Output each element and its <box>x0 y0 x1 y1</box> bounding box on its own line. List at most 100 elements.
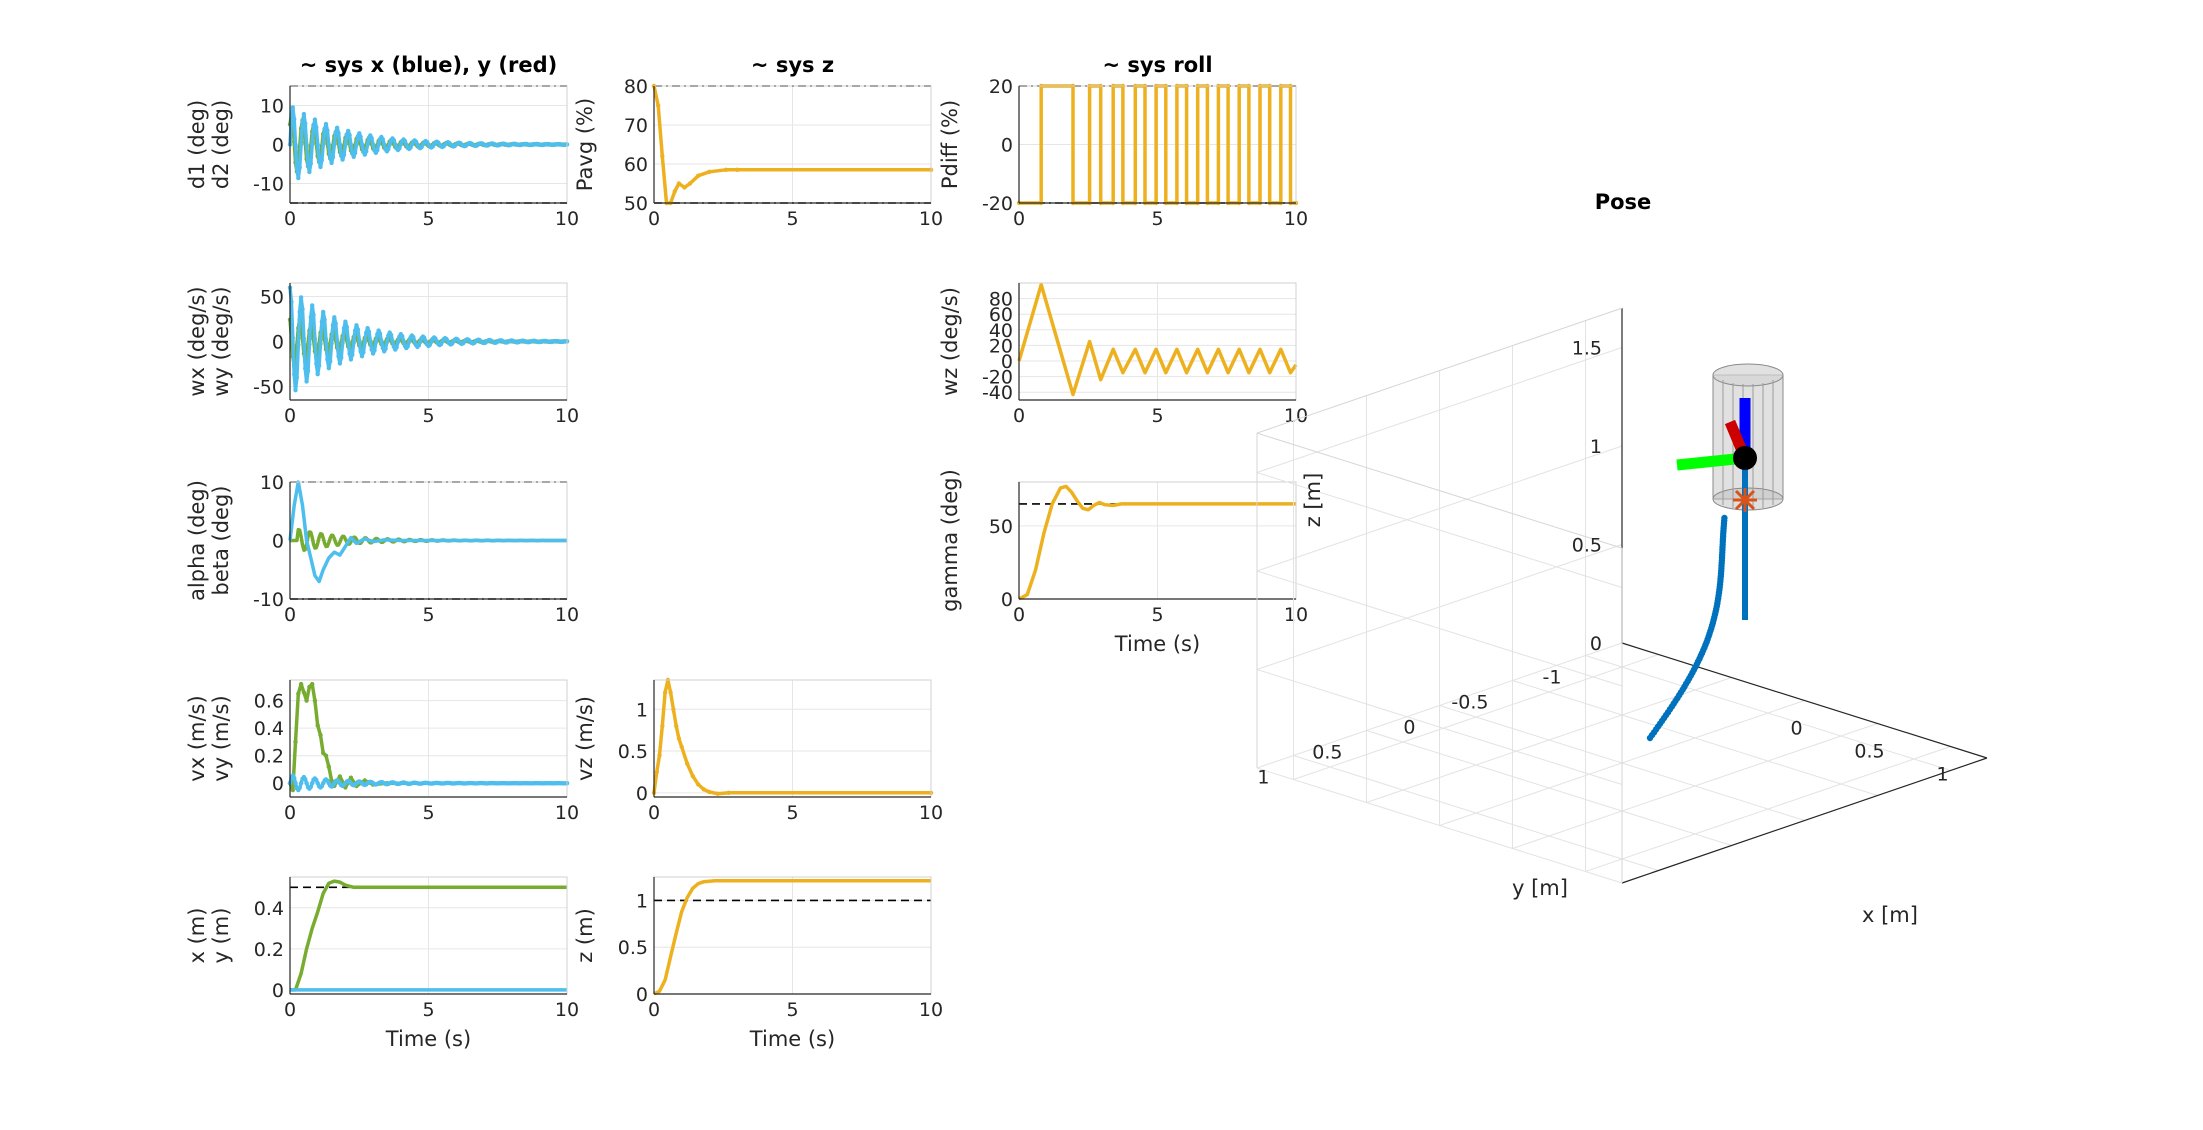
subplot-title: ~ sys roll <box>1102 53 1212 77</box>
y-tick-label: 80 <box>624 76 648 98</box>
y-tick-label: -10 <box>253 589 284 611</box>
y-axis-label: vx (m/s) <box>185 695 209 781</box>
y-tick-label: 0.5 <box>618 741 648 763</box>
data-point <box>380 137 385 142</box>
y-tick-label: -50 <box>253 377 284 399</box>
data-point <box>298 142 304 147</box>
data-point <box>368 338 373 343</box>
y-axis-label: Pavg (%) <box>573 98 597 191</box>
series-line-0 <box>1017 282 1298 397</box>
data-point <box>294 375 300 380</box>
data-point <box>662 690 668 695</box>
data-point <box>657 753 662 758</box>
x-tick-label: 0 <box>284 208 296 230</box>
data-point <box>685 761 690 766</box>
data-point <box>298 681 304 687</box>
data-point <box>715 791 720 796</box>
data-point <box>376 142 381 147</box>
data-point <box>301 336 307 341</box>
data-point <box>343 319 348 324</box>
data-point <box>405 344 410 349</box>
series-line-0 <box>653 878 931 996</box>
data-point <box>304 379 309 384</box>
series-line-0 <box>1018 484 1296 601</box>
x-tick-label: 5 <box>1151 405 1163 427</box>
x-axis-label: Time (s) <box>385 1027 471 1051</box>
subplot-vxy: 0 5 10 0 0.2 0.4 0.6 vx (m/s) vy (m/s) <box>185 679 579 824</box>
data-point <box>672 189 677 194</box>
y-tick-label: -20 <box>982 193 1013 215</box>
y-axis-label: d2 (deg) <box>209 100 233 189</box>
data-point <box>303 776 308 782</box>
z-tick-label: 0 <box>1590 633 1602 655</box>
data-point <box>382 142 387 147</box>
x-axis-label: Time (s) <box>1114 632 1200 656</box>
x-tick-label: 5 <box>422 802 434 824</box>
data-point <box>332 315 337 320</box>
data-point <box>315 142 320 147</box>
y-tick-label: 0 <box>1403 717 1415 739</box>
x-tick-label: 5 <box>422 208 434 230</box>
data-point <box>400 333 405 339</box>
data-point <box>359 354 365 359</box>
data-point <box>297 785 302 791</box>
y-axis-label: vy (m/s) <box>209 695 233 781</box>
data-point <box>366 329 372 334</box>
pose-grid <box>1256 307 1988 884</box>
y-tick-label: 20 <box>989 76 1013 98</box>
x-tick-label: 5 <box>1151 208 1163 230</box>
data-point <box>373 340 379 345</box>
y-axis-label: gamma (deg) <box>938 469 962 612</box>
data-point <box>404 142 409 147</box>
y-axis-label: x (m) <box>185 908 209 964</box>
y-axis-label: vz (m/s) <box>573 696 597 781</box>
data-point <box>290 335 295 341</box>
data-point <box>362 778 367 783</box>
data-point <box>383 346 388 351</box>
y-tick-label: 0.5 <box>1312 742 1342 764</box>
data-point <box>402 138 408 144</box>
x-tick-label: 0.5 <box>1854 741 1884 763</box>
data-point <box>314 777 319 783</box>
data-point <box>362 340 367 345</box>
x-tick-label: 0 <box>1013 208 1025 230</box>
z-tick-label: 1 <box>1590 436 1602 458</box>
data-point <box>416 343 421 348</box>
data-point <box>351 340 356 345</box>
y-tick-label: 70 <box>624 115 648 137</box>
x-tick-label: 0 <box>648 208 660 230</box>
data-point <box>339 355 344 360</box>
y-tick-label: 80 <box>989 289 1013 311</box>
subplot-z: 0 5 10 0 0.5 1 z (m) Time (s) <box>573 876 943 1051</box>
data-point <box>326 142 331 147</box>
data-point <box>412 338 417 344</box>
data-point <box>354 142 359 147</box>
data-point <box>318 341 323 346</box>
y-tick-label: 40 <box>989 320 1013 342</box>
data-point <box>355 327 361 332</box>
data-point <box>293 142 298 147</box>
data-point <box>312 117 318 122</box>
data-point <box>310 681 315 687</box>
data-point <box>343 142 348 147</box>
data-point <box>316 363 322 368</box>
data-point <box>321 750 326 756</box>
pose-x-axis-label: x [m] <box>1862 903 1918 927</box>
x-tick-label: 0 <box>284 405 296 427</box>
data-point <box>340 340 345 346</box>
y-tick-label: 0 <box>272 773 284 795</box>
data-point <box>386 147 391 152</box>
data-point <box>346 128 351 134</box>
body-frame-axes <box>1676 398 1757 620</box>
data-point <box>395 339 401 345</box>
y-tick-label: 0.4 <box>254 718 284 740</box>
x-tick-label: 0 <box>648 999 660 1021</box>
data-point <box>322 317 327 322</box>
box-edge <box>1256 432 1623 549</box>
x-tick-label: 0 <box>1790 718 1802 740</box>
data-point <box>308 161 313 166</box>
data-point <box>328 359 333 364</box>
